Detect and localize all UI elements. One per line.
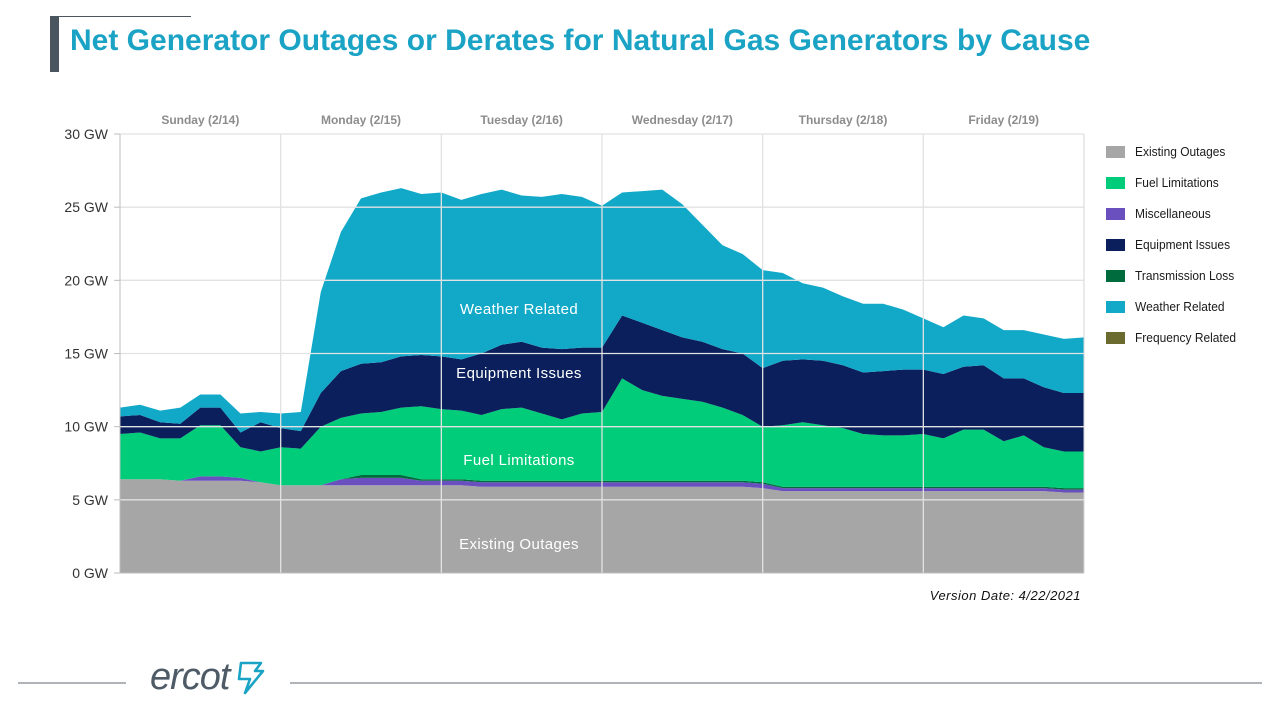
y-tick-label: 30 GW: [64, 126, 108, 142]
chart-legend: Existing Outages Fuel Limitations Miscel…: [1106, 136, 1276, 353]
legend-swatch: [1106, 269, 1125, 282]
legend-label: Frequency Related: [1135, 330, 1237, 345]
x-category-label: Wednesday (2/17): [632, 113, 733, 127]
ercot-logo: ercot: [150, 656, 267, 699]
annotation-fuel-limitations: Fuel Limitations: [463, 452, 574, 469]
y-tick-label: 20 GW: [64, 272, 108, 288]
title-accent-bar: [50, 17, 59, 72]
legend-label: Existing Outages: [1135, 144, 1226, 159]
legend-swatch: [1106, 331, 1125, 344]
x-category-label: Sunday (2/14): [161, 113, 239, 127]
legend-label: Weather Related: [1135, 299, 1225, 314]
legend-item-transmission-loss: Transmission Loss: [1106, 260, 1276, 291]
annotation-equipment-issues: Equipment Issues: [456, 365, 582, 382]
y-tick-label: 25 GW: [64, 199, 108, 215]
x-category-label: Monday (2/15): [321, 113, 401, 127]
annotation-existing-outages: Existing Outages: [459, 536, 579, 553]
legend-item-frequency-related: Frequency Related: [1106, 322, 1276, 353]
legend-item-miscellaneous: Miscellaneous: [1106, 198, 1276, 229]
legend-label: Transmission Loss: [1135, 268, 1235, 283]
x-category-label: Friday (2/19): [968, 113, 1039, 127]
legend-item-equipment-issues: Equipment Issues: [1106, 229, 1276, 260]
legend-label: Miscellaneous: [1135, 206, 1211, 221]
y-tick-label: 5 GW: [72, 492, 109, 508]
ercot-bolt-icon: [238, 661, 265, 694]
y-tick-label: 0 GW: [72, 565, 109, 581]
footer-rule-right: [290, 682, 1262, 684]
title-top-rule: [50, 16, 191, 17]
legend-swatch: [1106, 176, 1125, 189]
y-tick-label: 10 GW: [64, 419, 108, 435]
legend-swatch: [1106, 207, 1125, 220]
legend-swatch: [1106, 238, 1125, 251]
annotation-weather-related: Weather Related: [460, 301, 578, 318]
legend-label: Equipment Issues: [1135, 237, 1231, 252]
legend-item-fuel-limitations: Fuel Limitations: [1106, 167, 1276, 198]
footer-rule-left: [18, 682, 126, 684]
legend-swatch: [1106, 145, 1125, 158]
y-tick-label: 15 GW: [64, 346, 108, 362]
legend-item-weather-related: Weather Related: [1106, 291, 1276, 322]
legend-label: Fuel Limitations: [1135, 175, 1219, 190]
version-date: Version Date: 4/22/2021: [929, 588, 1081, 603]
legend-item-existing-outages: Existing Outages: [1106, 136, 1276, 167]
page-title: Net Generator Outages or Derates for Nat…: [70, 24, 1091, 57]
logo-text: ercot: [150, 656, 230, 698]
x-category-label: Thursday (2/18): [799, 113, 888, 127]
legend-swatch: [1106, 300, 1125, 313]
x-category-label: Tuesday (2/16): [480, 113, 562, 127]
